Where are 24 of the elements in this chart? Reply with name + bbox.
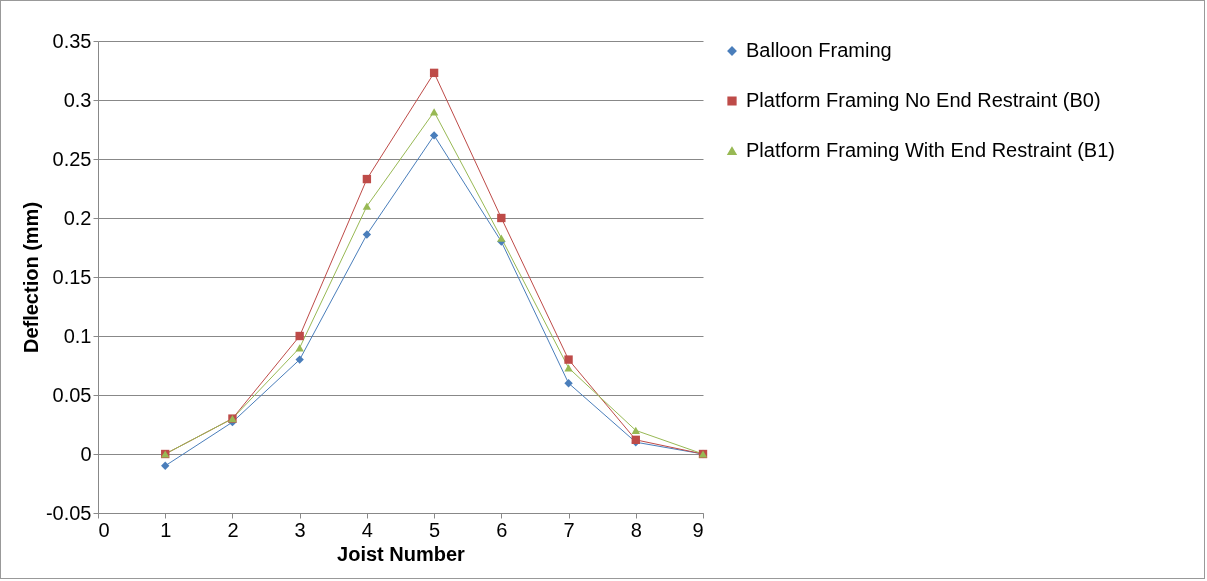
x-tick-label: 3 — [294, 518, 306, 541]
y-tick-label: 0.25 — [52, 147, 92, 170]
x-tick-label: 0 — [98, 518, 110, 541]
x-tick-label: 5 — [429, 518, 441, 541]
y-tick-label: 0.15 — [52, 265, 92, 288]
y-tick-label: 0.35 — [52, 29, 92, 52]
y-tick-label: 0.3 — [63, 88, 92, 111]
x-tick-label: 6 — [496, 518, 508, 541]
x-tick-label: 2 — [227, 518, 239, 541]
y-axis-title: Deflection (mm) — [19, 201, 42, 354]
legend-label: Platform Framing With End Restraint (B1) — [746, 139, 1115, 161]
y-tick-label: 0 — [80, 442, 92, 465]
x-tick-label: 1 — [160, 518, 172, 541]
x-tick-label: 4 — [361, 518, 373, 541]
y-tick-label: -0.05 — [45, 501, 92, 524]
x-tick-label: 9 — [692, 518, 704, 541]
x-tick-label: 7 — [563, 518, 575, 541]
x-axis-title: Joist Number — [337, 542, 466, 565]
x-tick-label: 8 — [630, 518, 642, 541]
y-tick-label: 0.1 — [63, 324, 92, 347]
y-tick-label: 0.05 — [52, 383, 92, 406]
legend-label: Platform Framing No End Restraint (B0) — [746, 89, 1101, 111]
legend-label: Balloon Framing — [746, 39, 892, 61]
y-tick-label: 0.2 — [63, 206, 92, 229]
